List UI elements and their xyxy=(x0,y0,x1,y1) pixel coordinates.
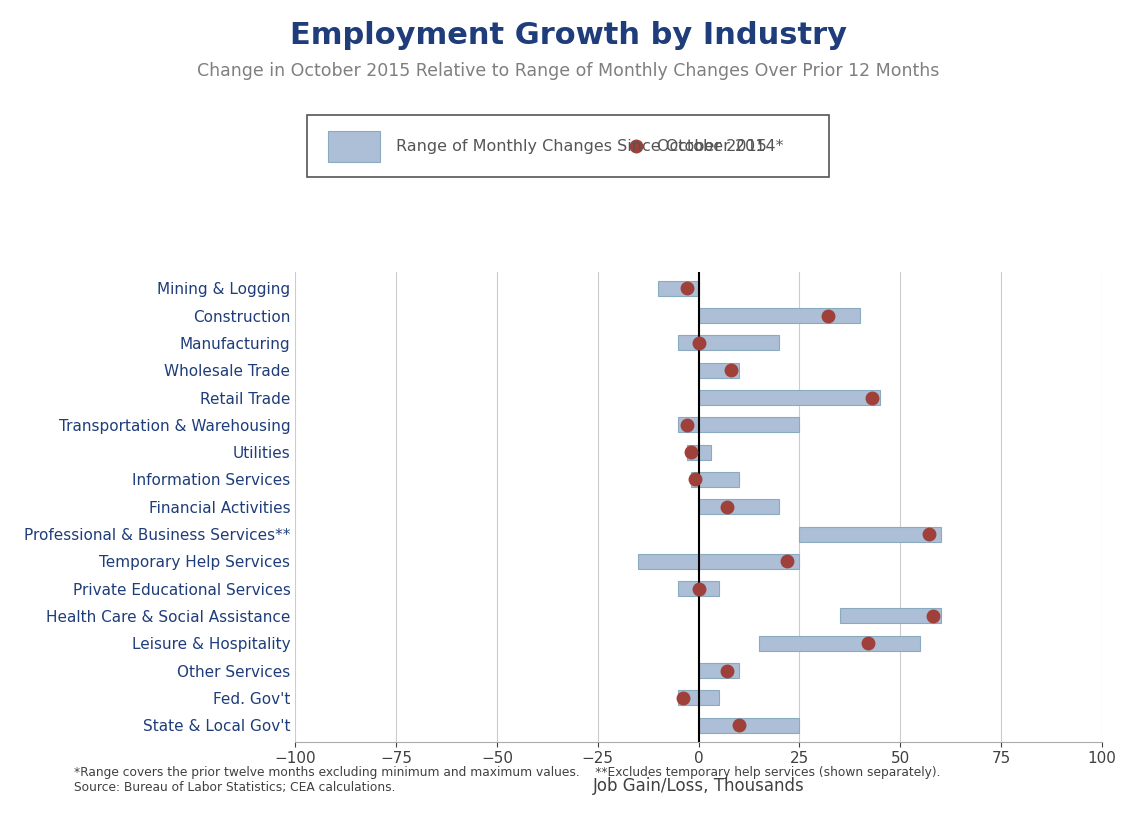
Text: October 2015: October 2015 xyxy=(657,138,767,154)
Bar xyxy=(678,335,779,350)
FancyBboxPatch shape xyxy=(327,131,379,162)
Text: Source: Bureau of Labor Statistics; CEA calculations.: Source: Bureau of Labor Statistics; CEA … xyxy=(74,780,395,794)
Bar xyxy=(659,281,699,296)
Text: Range of Monthly Changes Since October 2014*: Range of Monthly Changes Since October 2… xyxy=(395,138,783,154)
Bar xyxy=(678,581,719,597)
Bar xyxy=(699,663,740,678)
Bar xyxy=(699,363,740,377)
Bar xyxy=(699,308,860,323)
Bar xyxy=(699,499,779,514)
X-axis label: Job Gain/Loss, Thousands: Job Gain/Loss, Thousands xyxy=(593,777,804,795)
Bar xyxy=(678,417,800,433)
Bar xyxy=(699,390,880,405)
Bar xyxy=(699,718,800,733)
Bar xyxy=(759,636,920,651)
Text: *Range covers the prior twelve months excluding minimum and maximum values.    *: *Range covers the prior twelve months ex… xyxy=(74,765,941,779)
Bar xyxy=(800,527,941,541)
Bar xyxy=(678,691,719,705)
Bar xyxy=(691,472,740,487)
Bar xyxy=(840,608,941,624)
Bar xyxy=(686,445,711,460)
Bar xyxy=(638,554,800,569)
Text: Change in October 2015 Relative to Range of Monthly Changes Over Prior 12 Months: Change in October 2015 Relative to Range… xyxy=(197,62,939,80)
Text: Employment Growth by Industry: Employment Growth by Industry xyxy=(290,21,846,49)
